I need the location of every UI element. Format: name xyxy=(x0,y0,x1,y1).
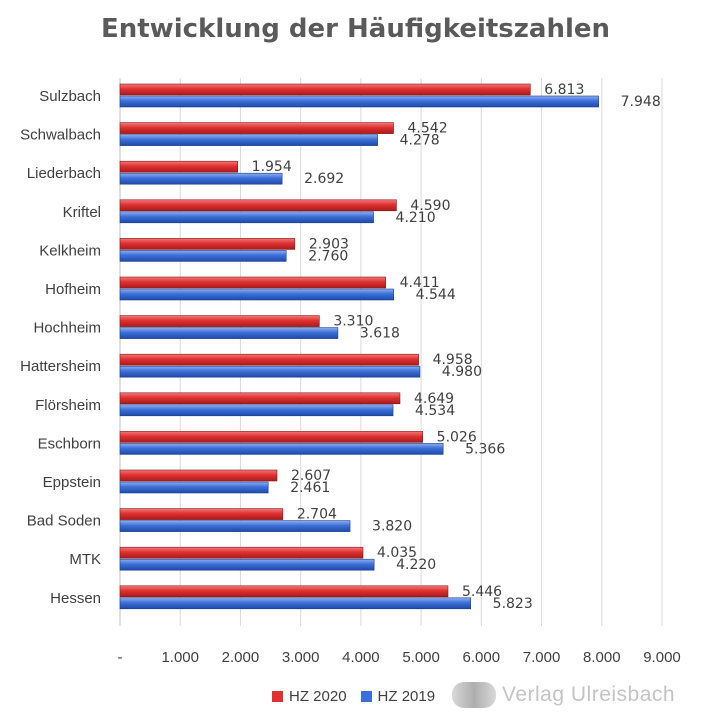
x-tick-label: 6.000 xyxy=(463,649,501,666)
data-label: 3.618 xyxy=(360,326,400,342)
data-label: 4.411 xyxy=(400,275,440,291)
data-label: 7.948 xyxy=(621,94,661,110)
category-label: Hofheim xyxy=(45,281,101,298)
bar-hz-2019 xyxy=(119,520,351,532)
category-label: Bad Soden xyxy=(27,513,101,530)
bar-hz-2019 xyxy=(119,172,283,185)
bar-hz-2020 xyxy=(119,276,386,289)
data-label: 2.704 xyxy=(297,507,337,523)
data-label: 4.649 xyxy=(414,391,454,407)
watermark-text: Verlag Ulreisbach xyxy=(502,683,676,706)
chart-legend: HZ 2020 HZ 2019 xyxy=(272,686,435,706)
data-label: 4.278 xyxy=(400,133,440,149)
data-label: 2.903 xyxy=(309,236,349,252)
category-label: Eschborn xyxy=(38,435,101,452)
bar-hz-2020 xyxy=(119,392,401,405)
bar-hz-2020 xyxy=(119,431,423,443)
category-label: Flörsheim xyxy=(35,397,101,414)
data-label: 4.542 xyxy=(408,121,448,137)
data-label: 4.035 xyxy=(377,545,417,561)
data-label: 2.607 xyxy=(291,468,331,484)
x-tick-label: 7.000 xyxy=(523,649,561,666)
category-label: Hattersheim xyxy=(20,358,101,375)
category-label: Hochheim xyxy=(33,320,101,337)
x-tick-label: 5.000 xyxy=(402,649,440,666)
bar-hz-2020 xyxy=(119,83,531,96)
legend-label-2019: HZ 2019 xyxy=(377,687,436,705)
bar-hz-2019 xyxy=(119,365,421,378)
data-label: 4.980 xyxy=(442,364,482,380)
x-tick-label: 9.000 xyxy=(643,649,681,666)
bar-hz-2019 xyxy=(119,134,378,146)
x-tick-label: 3.000 xyxy=(282,649,320,666)
data-label: 4.590 xyxy=(410,198,450,214)
category-label: MTK xyxy=(69,551,101,568)
data-label: 4.544 xyxy=(416,287,456,303)
x-tick-label: 4.000 xyxy=(342,649,380,666)
legend-item-2020: HZ 2020 xyxy=(272,688,347,705)
legend-item-2019: HZ 2019 xyxy=(360,687,436,705)
data-label: 4.534 xyxy=(415,403,455,419)
data-label: 3.820 xyxy=(372,519,412,535)
bar-hz-2019 xyxy=(119,211,374,224)
bar-hz-2019 xyxy=(119,558,375,571)
crest-icon xyxy=(452,682,496,708)
bar-hz-2019 xyxy=(119,481,269,494)
data-label: 5.366 xyxy=(465,441,505,457)
x-tick-label: 8.000 xyxy=(583,649,621,666)
bar-hz-2019 xyxy=(119,288,394,301)
watermark: Verlag Ulreisbach xyxy=(452,680,675,710)
bar-hz-2020 xyxy=(119,585,449,598)
bar-hz-2020 xyxy=(119,160,238,173)
category-label: Eppstein xyxy=(43,474,101,491)
x-tick-label: - xyxy=(118,649,123,666)
bar-hz-2020 xyxy=(119,469,278,482)
bar-hz-2019 xyxy=(119,250,287,262)
bar-hz-2020 xyxy=(119,238,296,250)
data-label: 1.954 xyxy=(252,159,292,175)
chart-title: Entwicklung der Häufigkeitszahlen xyxy=(100,14,611,44)
data-label: 4.220 xyxy=(396,557,436,573)
data-label: 2.760 xyxy=(308,248,348,264)
category-label: Schwalbach xyxy=(20,127,101,144)
data-label: 5.026 xyxy=(437,429,477,445)
category-label: Hessen xyxy=(50,590,101,607)
data-label: 4.210 xyxy=(396,210,436,226)
data-label: 5.446 xyxy=(462,584,502,600)
legend-swatch-2020 xyxy=(272,690,283,702)
bar-hz-2019 xyxy=(119,327,339,339)
category-label: Sulzbach xyxy=(39,88,101,105)
category-label: Kriftel xyxy=(63,204,101,221)
data-label: 2.692 xyxy=(304,171,344,187)
bar-hz-2020 xyxy=(119,122,394,134)
bar-hz-2019 xyxy=(119,95,599,108)
data-label: 4.958 xyxy=(433,352,473,368)
bar-hz-2020 xyxy=(119,353,419,366)
data-label: 3.310 xyxy=(333,314,373,330)
legend-swatch-2019 xyxy=(360,690,372,702)
category-label: Kelkheim xyxy=(39,242,101,259)
category-label: Liederbach xyxy=(27,165,101,182)
data-label: 5.823 xyxy=(493,596,533,612)
bar-hz-2019 xyxy=(119,443,444,455)
bar-hz-2020 xyxy=(119,199,397,212)
data-label: 6.813 xyxy=(544,82,584,98)
x-tick-label: 2.000 xyxy=(222,649,260,666)
bar-hz-2020 xyxy=(119,546,364,559)
legend-label-2020: HZ 2020 xyxy=(289,687,347,705)
bar-hz-2020 xyxy=(119,315,320,327)
bar-hz-2019 xyxy=(119,404,394,417)
data-label: 2.461 xyxy=(290,480,330,496)
bar-hz-2019 xyxy=(119,597,471,610)
x-tick-label: 1.000 xyxy=(161,649,199,666)
bar-hz-2020 xyxy=(119,508,284,520)
